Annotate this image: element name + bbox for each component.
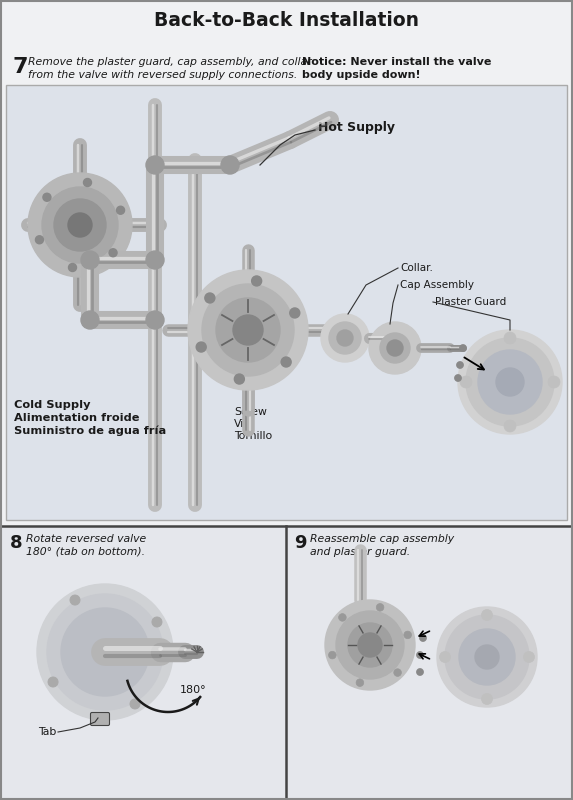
Circle shape [325,600,415,690]
Circle shape [358,633,382,657]
Circle shape [329,322,361,354]
Circle shape [417,669,423,675]
Text: Suministro de agua fría: Suministro de agua fría [14,426,166,437]
FancyBboxPatch shape [6,85,567,520]
Circle shape [478,350,542,414]
Circle shape [475,645,499,669]
Circle shape [369,322,421,374]
Circle shape [81,311,99,329]
Circle shape [321,314,369,362]
Circle shape [54,199,106,251]
Text: Collar.: Collar. [400,263,433,273]
Circle shape [417,651,423,658]
Circle shape [437,607,537,707]
Circle shape [216,298,280,362]
Circle shape [146,251,164,269]
Circle shape [339,614,346,622]
Text: Reassemble cap assembly: Reassemble cap assembly [310,534,454,544]
Circle shape [69,263,77,271]
Text: Cap Assembly: Cap Assembly [400,280,474,290]
Text: Cold Supply: Cold Supply [14,400,91,410]
Text: 9: 9 [294,534,307,552]
Circle shape [202,284,294,376]
Circle shape [380,333,410,363]
Text: body upside down!: body upside down! [302,70,421,80]
Circle shape [466,338,554,426]
Circle shape [336,611,404,679]
Circle shape [419,634,426,642]
Circle shape [445,615,529,699]
Text: Remove the plaster guard, cap assembly, and collar: Remove the plaster guard, cap assembly, … [28,57,312,67]
Circle shape [196,342,206,352]
Circle shape [42,187,118,263]
Text: Notice: Never install the valve: Notice: Never install the valve [302,57,492,67]
Circle shape [328,651,336,659]
Circle shape [458,330,562,434]
Circle shape [404,631,411,638]
Circle shape [281,357,291,367]
Text: Hot Supply: Hot Supply [318,121,395,134]
Circle shape [439,651,450,662]
Circle shape [116,206,124,214]
Circle shape [37,584,173,720]
Text: Vis: Vis [234,419,250,429]
Circle shape [205,293,215,303]
Text: 8: 8 [10,534,22,552]
Circle shape [252,276,262,286]
Circle shape [548,376,560,388]
Circle shape [337,330,353,346]
Text: Tab: Tab [38,727,56,737]
Circle shape [348,623,392,667]
Circle shape [188,270,308,390]
Circle shape [36,236,44,244]
FancyBboxPatch shape [287,526,573,800]
Circle shape [48,677,58,687]
Text: 7: 7 [12,57,28,77]
Circle shape [387,340,403,356]
Circle shape [146,156,164,174]
Text: Rotate reversed valve: Rotate reversed valve [26,534,146,544]
Text: Tornillo: Tornillo [234,431,272,441]
FancyBboxPatch shape [91,713,109,726]
Circle shape [221,156,239,174]
Circle shape [84,178,92,186]
Circle shape [152,617,162,627]
Circle shape [394,669,401,676]
Circle shape [68,213,92,237]
Circle shape [504,420,516,432]
Circle shape [356,679,364,686]
Text: Back-to-Back Installation: Back-to-Back Installation [154,10,418,30]
Circle shape [376,603,384,611]
FancyBboxPatch shape [0,526,286,800]
Circle shape [70,595,80,605]
Circle shape [43,194,51,202]
Circle shape [81,251,99,269]
Circle shape [457,362,464,369]
Circle shape [28,173,132,277]
Text: Alimentation froide: Alimentation froide [14,413,139,423]
Circle shape [146,311,164,329]
Text: Screw: Screw [234,407,267,417]
Circle shape [47,594,163,710]
Circle shape [233,315,263,345]
Text: 180° (tab on bottom).: 180° (tab on bottom). [26,547,145,557]
Text: 180°: 180° [180,685,207,695]
Circle shape [460,345,466,351]
Circle shape [130,699,140,709]
Circle shape [524,651,535,662]
Text: Plaster Guard: Plaster Guard [435,297,507,307]
Text: and plaster guard.: and plaster guard. [310,547,410,557]
Circle shape [481,694,493,705]
Circle shape [454,374,461,382]
Circle shape [459,629,515,685]
Circle shape [481,610,493,621]
Circle shape [290,308,300,318]
Circle shape [504,332,516,344]
Text: from the valve with reversed supply connections.: from the valve with reversed supply conn… [28,70,297,80]
Circle shape [496,368,524,396]
Circle shape [61,608,149,696]
Circle shape [109,249,117,257]
Circle shape [460,376,472,388]
Circle shape [234,374,244,384]
